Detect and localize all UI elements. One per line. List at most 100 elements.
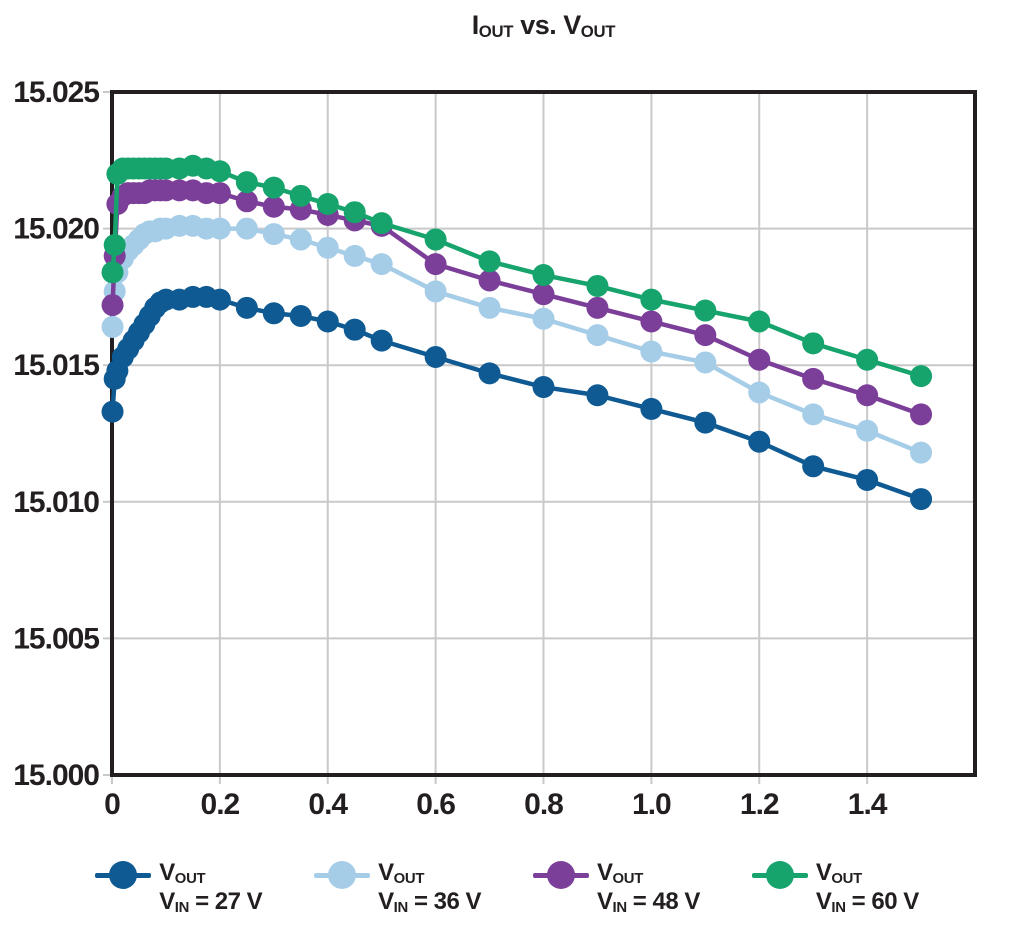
data-point-60v (910, 365, 933, 388)
legend-label-36v: VOUT VIN = 36 V (378, 859, 481, 916)
data-point-48v (208, 182, 231, 205)
data-point-36v (802, 403, 825, 426)
data-point-36v (748, 381, 771, 404)
data-point-27v (748, 430, 771, 453)
data-point-36v (532, 307, 555, 330)
data-point-60v (802, 332, 825, 355)
x-tick-label: 0 (104, 788, 120, 821)
data-point-36v (694, 351, 717, 374)
x-tick-label: 0.4 (308, 788, 348, 821)
plot-border (110, 90, 977, 777)
data-point-36v (262, 223, 285, 246)
legend-marker-27v-icon (95, 858, 152, 892)
y-tick-label: 15.015 (13, 349, 99, 382)
data-point-60v (424, 228, 447, 251)
data-point-27v (910, 488, 933, 511)
legend-item-vin-48v: VOUT VIN = 48 V (533, 858, 700, 917)
data-point-60v (748, 310, 771, 333)
data-point-60v (208, 160, 231, 183)
data-point-36v (856, 419, 879, 442)
data-point-60v (856, 348, 879, 371)
y-tick-label: 15.020 (13, 213, 99, 246)
legend-label-48v: VOUT VIN = 48 V (597, 859, 700, 916)
data-point-48v (910, 403, 933, 426)
data-point-36v (289, 228, 312, 251)
data-point-36v (235, 217, 258, 240)
legend-item-vin-36v: VOUT VIN = 36 V (314, 858, 482, 917)
data-point-27v (289, 305, 312, 328)
y-tick-label: 15.000 (13, 759, 99, 792)
data-point-36v (208, 217, 231, 240)
data-point-60v (370, 212, 393, 235)
data-point-48v (856, 384, 879, 407)
data-point-60v (289, 184, 312, 207)
x-tick-label: 0.8 (524, 788, 563, 821)
data-point-60v (103, 233, 126, 256)
data-point-48v (802, 367, 825, 390)
data-point-48v (235, 190, 258, 213)
data-point-48v (532, 283, 555, 306)
y-tick-label: 15.005 (13, 622, 99, 655)
data-point-36v (478, 296, 501, 319)
chart-title-text: I (471, 10, 480, 40)
data-point-48v (262, 195, 285, 218)
data-point-27v (208, 288, 231, 311)
legend-marker-36v-icon (314, 858, 371, 892)
data-point-36v (370, 253, 393, 276)
x-tick-label: 1.2 (740, 788, 779, 821)
x-tick-label: 0.2 (201, 788, 240, 821)
data-point-48v (694, 324, 717, 347)
data-point-60v (235, 171, 258, 194)
legend-label-60v: VOUT VIN = 60 V (815, 859, 919, 916)
legend-item-vin-60v: VOUT VIN = 60 V (751, 858, 919, 917)
data-point-48v (424, 253, 447, 276)
data-point-36v (343, 244, 366, 267)
series-line-27v (110, 294, 922, 502)
data-point-27v (262, 302, 285, 325)
chart-legend: VOUT VIN = 27 V VOUT VIN = 36 V VOUT VIN = … (0, 858, 1014, 917)
data-point-60v (640, 288, 663, 311)
data-point-27v (101, 400, 124, 423)
chart-canvas: 0 0.2 0.4 0.6 0.8 1.0 1.2 1.4 15.000 15.005 15.010… (13, 76, 977, 821)
data-point-27v (532, 376, 555, 399)
data-point-27v (478, 362, 501, 385)
data-point-27v (235, 296, 258, 319)
data-point-60v (694, 299, 717, 322)
data-point-60v (478, 250, 501, 273)
data-point-60v (586, 274, 609, 297)
data-point-60v (101, 261, 124, 284)
data-point-60v (343, 201, 366, 224)
data-point-48v (101, 294, 124, 317)
data-point-27v (316, 310, 339, 333)
data-point-36v (424, 280, 447, 303)
chart-title: IOUT vs. VOUT (471, 10, 616, 41)
data-point-27v (370, 329, 393, 352)
data-point-60v (316, 193, 339, 216)
data-point-36v (316, 236, 339, 259)
legend-item-vin-27v: VOUT VIN = 27 V (95, 858, 263, 917)
data-point-36v (910, 441, 933, 464)
x-tick-label: 1.4 (848, 788, 888, 821)
data-point-48v (640, 310, 663, 333)
data-point-27v (343, 318, 366, 341)
data-point-60v (532, 264, 555, 287)
data-point-27v (586, 384, 609, 407)
data-point-36v (586, 324, 609, 347)
y-tick-label: 15.010 (13, 486, 99, 519)
data-point-48v (586, 296, 609, 319)
data-point-36v (101, 315, 124, 338)
x-tick-label: 1.0 (632, 788, 671, 821)
data-point-60v (262, 176, 285, 199)
data-point-27v (640, 397, 663, 420)
data-point-27v (424, 346, 447, 369)
data-point-36v (640, 340, 663, 363)
data-point-27v (802, 455, 825, 478)
data-point-27v (694, 411, 717, 434)
data-point-48v (748, 348, 771, 371)
legend-label-27v: VOUT VIN = 27 V (159, 859, 263, 916)
legend-marker-60v-icon (751, 858, 808, 892)
data-point-48v (478, 269, 501, 292)
data-point-27v (856, 468, 879, 491)
legend-marker-48v-icon (533, 858, 589, 892)
